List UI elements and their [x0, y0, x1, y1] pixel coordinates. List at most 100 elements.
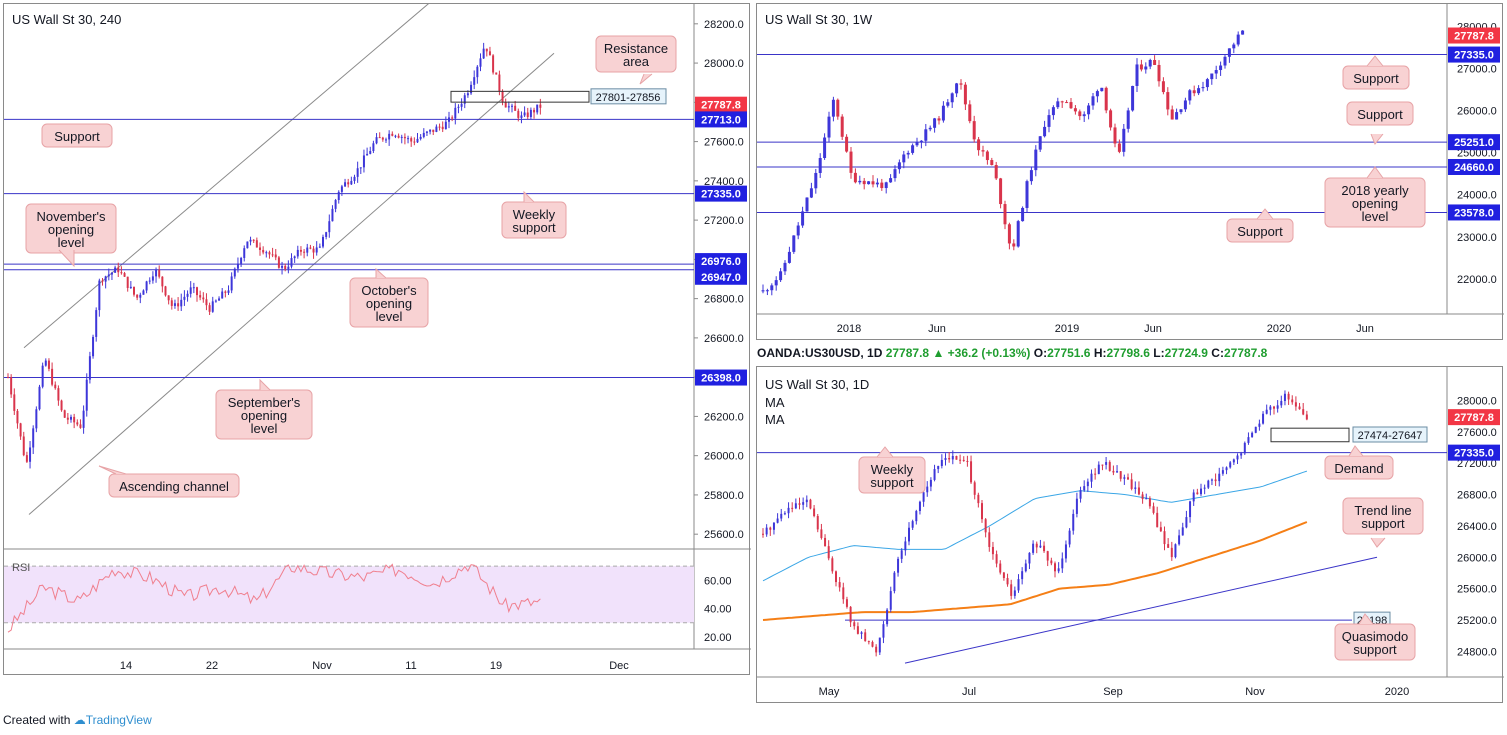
candle-body — [838, 582, 841, 588]
candle-body — [831, 558, 834, 572]
d-trendline-label-pointer — [1370, 537, 1386, 548]
candle-body — [208, 305, 211, 312]
h4-chart-svg[interactable]: 28200.028000.027800.027600.027400.027200… — [4, 4, 751, 676]
candle-body — [173, 303, 176, 306]
candle-body — [448, 117, 450, 122]
candle-body — [1170, 547, 1173, 558]
candle-body — [1104, 87, 1108, 111]
d-zone-tag: 27474-27647 — [1358, 430, 1423, 442]
candle-body — [805, 499, 808, 503]
candle-body — [315, 247, 318, 253]
d-quasimodo-label-text: support — [1353, 642, 1397, 657]
h4-channel-label-box — [108, 473, 240, 498]
candle-body — [1054, 563, 1056, 572]
candle-body — [1192, 90, 1196, 94]
candle-body — [836, 99, 840, 117]
candle-body — [882, 624, 885, 638]
d-trendline-label-text: Trend line — [1354, 503, 1411, 518]
d-quasimodo-label-text: Quasimodo — [1342, 629, 1408, 644]
candle-body — [1091, 96, 1095, 106]
w-ytick: 26000.0 — [1457, 106, 1497, 118]
candle-body — [259, 247, 261, 250]
candle-body — [871, 181, 875, 185]
candle-body — [856, 626, 859, 634]
candle-body — [155, 269, 158, 277]
w-ytick: 22000.0 — [1457, 274, 1497, 286]
candle-body — [798, 503, 801, 505]
w-xtick: 2020 — [1267, 323, 1291, 335]
candle-body — [1119, 471, 1122, 479]
candle-body — [1232, 459, 1235, 463]
candle-body — [1087, 105, 1091, 115]
candle-body — [1086, 481, 1089, 487]
w-support1-label-text: Support — [1353, 71, 1399, 86]
h4-chart-title: US Wall St 30, 240 — [12, 12, 122, 27]
daily-high: 27798.6 — [1106, 346, 1150, 360]
candle-body — [1219, 65, 1223, 71]
candle-body — [1043, 545, 1046, 552]
candle-body — [1035, 543, 1038, 548]
h4-octobers-label-box — [349, 277, 429, 328]
candle-body — [432, 129, 435, 132]
candle-body — [318, 246, 321, 248]
candle-body — [813, 508, 816, 517]
candle-body — [271, 254, 274, 256]
tradingview-credit[interactable]: Created with ☁TradingView — [3, 713, 152, 727]
candle-body — [762, 533, 764, 535]
candle-body — [126, 276, 129, 288]
daily-open: 27751.6 — [1047, 346, 1091, 360]
candle-body — [928, 127, 932, 130]
weekly-chart-svg[interactable]: 28000.027000.026000.025000.024000.023000… — [757, 4, 1504, 341]
candle-body — [990, 160, 994, 166]
candle-body — [218, 298, 221, 301]
h4-novembers-label-pointer — [58, 249, 75, 268]
weekly-chart-panel[interactable]: 28000.027000.026000.025000.024000.023000… — [756, 3, 1504, 341]
h4-xtick: Dec — [609, 660, 629, 672]
candle-body — [911, 521, 914, 528]
candle-body — [95, 310, 98, 337]
candle-body — [299, 249, 302, 252]
d-xtick: Jul — [962, 686, 976, 698]
candle-body — [919, 140, 923, 143]
candle-body — [488, 51, 491, 56]
candle-body — [908, 527, 910, 542]
candle-body — [1188, 90, 1192, 101]
candle-body — [991, 546, 994, 555]
candle-body — [211, 301, 214, 312]
d-ytick: 24800.0 — [1457, 646, 1497, 658]
candle-body — [1145, 498, 1148, 500]
candle-body — [802, 502, 805, 505]
h4-channel-label-pointer — [98, 465, 127, 475]
daily-chart-svg[interactable]: 28000.0 27600.0 27200.0 26800.0 26400.0 26000… — [757, 367, 1504, 704]
candle-body — [199, 295, 202, 298]
candle-body — [1021, 571, 1024, 580]
candle-body — [110, 272, 113, 275]
h4-support-label-box — [41, 123, 113, 148]
candle-body — [933, 469, 936, 480]
h4-ytick-label: 25800.0 — [704, 490, 744, 502]
candle-body — [523, 112, 526, 116]
candle-body — [514, 105, 517, 111]
candle-body — [293, 256, 296, 259]
h4-ytick-label: 27200.0 — [704, 215, 744, 227]
d-demand-label: Demand — [1324, 445, 1394, 480]
d-weekly-support-label-text: support — [870, 475, 914, 490]
daily-chart-panel[interactable]: 28000.0 27600.0 27200.0 26800.0 26400.0 26000… — [756, 366, 1504, 704]
candle-body — [1170, 109, 1174, 120]
h4-chart-panel[interactable]: 28200.028000.027800.027600.027400.027200… — [3, 3, 751, 676]
candle-body — [1236, 34, 1240, 45]
h4-xtick: 14 — [120, 660, 132, 672]
w-support3-label: Support — [1226, 208, 1294, 243]
h4-channel-label: Ascending channel — [98, 465, 240, 498]
candle-body — [1254, 426, 1257, 433]
candle-body — [73, 416, 76, 423]
h4-support-label: Support — [41, 123, 113, 148]
candle-body — [1221, 470, 1224, 474]
candle-body — [38, 386, 41, 410]
d-ytick: 28000.0 — [1457, 396, 1497, 408]
candle-body — [29, 447, 32, 462]
candle-body — [1166, 92, 1170, 110]
